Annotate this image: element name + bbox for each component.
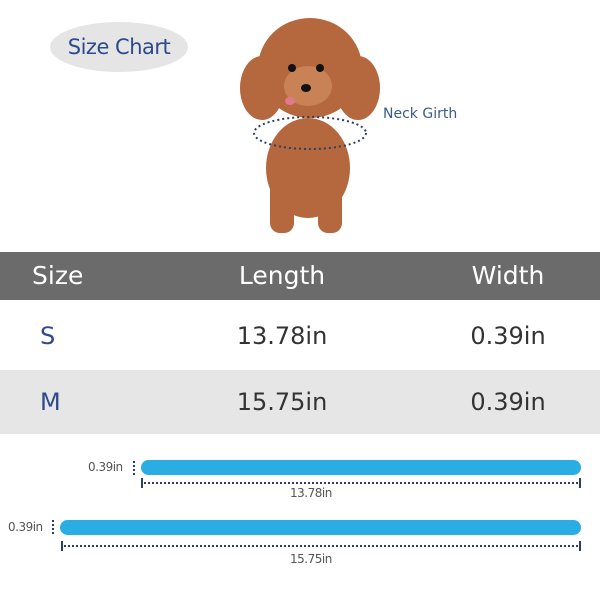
cell-width: 0.39in [470, 322, 546, 350]
cell-width: 0.39in [470, 388, 546, 416]
size-chart-title: Size Chart [50, 22, 188, 72]
strap-s-length-label: 13.78in [290, 486, 332, 500]
neck-girth-marker [253, 116, 367, 150]
strap-m-length-label: 15.75in [290, 552, 332, 566]
neck-girth-label: Neck Girth [383, 106, 458, 122]
width-marker [52, 520, 54, 534]
cell-size: M [40, 388, 61, 416]
strap-m-width-label: 0.39in [8, 520, 43, 534]
strap-s [141, 460, 581, 475]
header-length: Length [238, 261, 326, 290]
header-size: Size [32, 261, 84, 290]
header-width: Width [471, 261, 545, 290]
cell-length: 13.78in [236, 322, 328, 350]
strap-s-width-label: 0.39in [88, 460, 123, 474]
width-marker [133, 461, 135, 475]
table-header: Size Length Width [0, 252, 600, 300]
cell-length: 15.75in [236, 388, 328, 416]
table-row: S 13.78in 0.39in [0, 302, 600, 370]
strap-s-length-marker [141, 478, 581, 488]
cell-size: S [40, 322, 56, 350]
table-row: M 15.75in 0.39in [0, 370, 600, 434]
strap-m [60, 520, 581, 535]
dog-illustration [240, 18, 380, 233]
strap-m-length-marker [61, 541, 581, 551]
